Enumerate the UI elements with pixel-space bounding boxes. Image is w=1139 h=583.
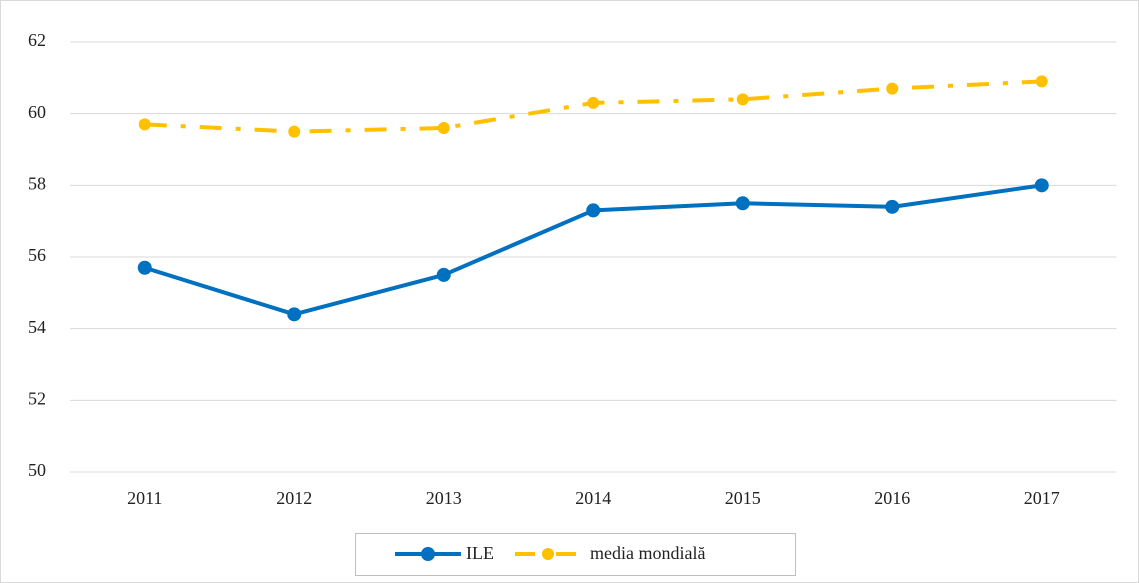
data-point	[1035, 75, 1048, 88]
legend-label: ILE	[466, 543, 494, 563]
y-tick-label: 60	[28, 102, 46, 122]
x-tick-label: 2017	[1024, 488, 1060, 508]
x-tick-label: 2014	[575, 488, 611, 508]
data-point	[288, 125, 301, 138]
legend-marker	[542, 548, 554, 560]
y-tick-label: 56	[28, 245, 46, 265]
data-point	[587, 96, 600, 109]
x-tick-label: 2011	[127, 488, 162, 508]
x-tick-label: 2012	[276, 488, 312, 508]
data-point	[735, 196, 750, 211]
data-point	[586, 203, 601, 218]
data-point	[437, 122, 450, 134]
data-point	[1034, 178, 1049, 193]
data-point	[287, 307, 302, 322]
y-tick-label: 62	[28, 30, 46, 50]
data-point	[436, 267, 451, 282]
y-tick-label: 54	[28, 317, 46, 337]
x-tick-label: 2013	[426, 488, 462, 508]
data-point	[138, 118, 151, 131]
legend-label: media mondială	[590, 543, 705, 563]
data-point	[736, 93, 749, 106]
y-tick-label: 58	[28, 173, 46, 193]
data-point	[137, 260, 152, 275]
data-point	[886, 82, 899, 95]
x-tick-label: 2015	[725, 488, 761, 508]
legend-marker	[421, 547, 435, 561]
y-tick-label: 52	[28, 388, 46, 408]
x-tick-label: 2016	[874, 488, 910, 508]
data-point	[885, 199, 900, 214]
y-tick-label: 50	[28, 460, 46, 480]
